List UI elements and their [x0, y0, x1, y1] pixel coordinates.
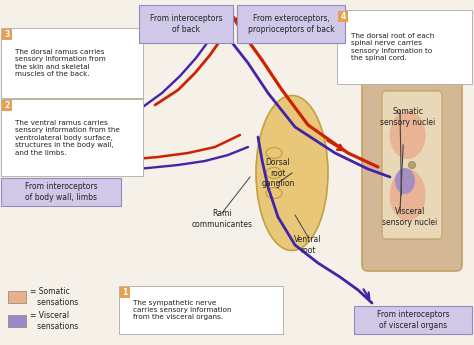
Text: 4: 4	[340, 12, 346, 21]
FancyBboxPatch shape	[119, 286, 283, 334]
Text: From interoceptors
of back: From interoceptors of back	[150, 14, 222, 34]
FancyBboxPatch shape	[1, 178, 121, 206]
Text: The sympathetic nerve
carries sensory information
from the visceral organs.: The sympathetic nerve carries sensory in…	[133, 299, 231, 321]
Text: = Somatic
   sensations: = Somatic sensations	[30, 287, 78, 307]
FancyBboxPatch shape	[2, 29, 12, 40]
FancyBboxPatch shape	[18, 95, 140, 153]
FancyBboxPatch shape	[8, 291, 26, 303]
Text: From interoceptors
of visceral organs: From interoceptors of visceral organs	[377, 310, 449, 330]
Ellipse shape	[256, 96, 328, 250]
Text: Ventral
root: Ventral root	[294, 235, 322, 255]
FancyBboxPatch shape	[120, 287, 130, 298]
Text: Visceral
sensory nuclei: Visceral sensory nuclei	[383, 207, 438, 227]
Text: The dorsal ramus carries
sensory information from
the skin and skeletal
muscles : The dorsal ramus carries sensory informa…	[15, 49, 106, 77]
Text: Rami
communicantes: Rami communicantes	[191, 209, 253, 229]
FancyBboxPatch shape	[382, 91, 442, 239]
FancyBboxPatch shape	[1, 28, 143, 98]
Ellipse shape	[409, 161, 416, 168]
Text: The dorsal root of each
spinal nerve carries
sensory information to
the spinal c: The dorsal root of each spinal nerve car…	[351, 33, 434, 61]
Text: 2: 2	[4, 101, 9, 110]
Text: The ventral ramus carries
sensory information from the
ventrolateral body surfac: The ventral ramus carries sensory inform…	[15, 119, 120, 156]
Text: = Visceral
   sensations: = Visceral sensations	[30, 310, 78, 332]
Text: From exteroceptors,
proprioceptors of back: From exteroceptors, proprioceptors of ba…	[248, 14, 334, 34]
Ellipse shape	[390, 111, 426, 159]
FancyBboxPatch shape	[8, 315, 26, 327]
FancyBboxPatch shape	[354, 306, 472, 334]
FancyBboxPatch shape	[338, 11, 348, 22]
FancyBboxPatch shape	[139, 5, 233, 43]
Text: Dorsal
root
ganglion: Dorsal root ganglion	[261, 158, 295, 188]
FancyBboxPatch shape	[362, 59, 462, 271]
FancyBboxPatch shape	[1, 99, 143, 176]
FancyBboxPatch shape	[237, 5, 345, 43]
Text: 1: 1	[122, 288, 128, 297]
FancyBboxPatch shape	[337, 10, 472, 84]
Text: Somatic
sensory nuclei: Somatic sensory nuclei	[380, 107, 436, 127]
Ellipse shape	[390, 169, 426, 221]
Text: 3: 3	[4, 30, 9, 39]
Ellipse shape	[395, 168, 415, 194]
Text: From interoceptors
of body wall, limbs: From interoceptors of body wall, limbs	[25, 182, 97, 202]
FancyBboxPatch shape	[2, 100, 12, 111]
